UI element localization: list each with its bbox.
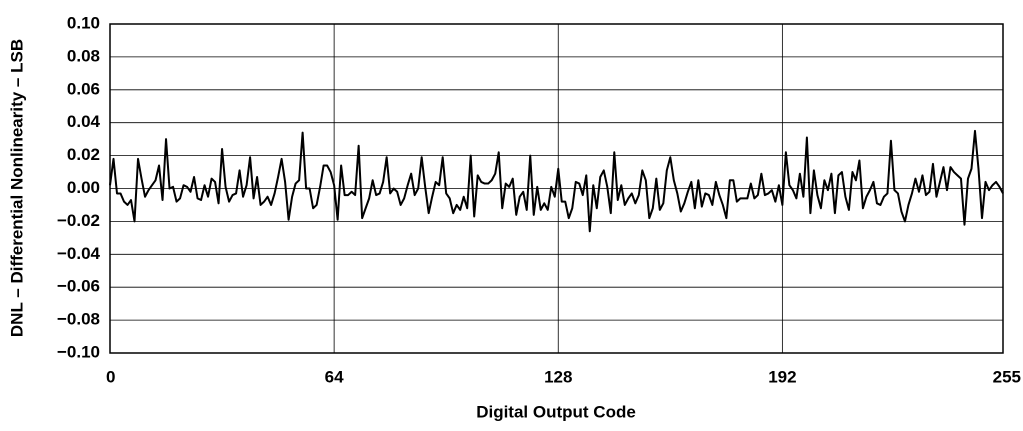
y-axis-label: DNL – Differential Nonlinearity – LSB (7, 39, 26, 337)
x-tick-label: 192 (768, 367, 796, 386)
y-tick-label: −0.08 (57, 310, 100, 329)
x-axis-label: Digital Output Code (476, 402, 636, 421)
y-tick-label: 0.02 (67, 145, 100, 164)
y-tick-label: 0.08 (67, 46, 100, 65)
x-tick-label: 64 (325, 367, 344, 386)
x-tick-label: 128 (544, 367, 572, 386)
x-tick-label: 0 (106, 367, 115, 386)
y-tick-label: 0.06 (67, 79, 100, 98)
y-tick-label: −0.10 (57, 342, 100, 361)
y-tick-label: 0.04 (67, 112, 101, 131)
y-tick-label: −0.06 (57, 277, 100, 296)
y-tick-label: 0.00 (67, 178, 100, 197)
plot-frame (109, 23, 1004, 354)
data-line (109, 129, 1004, 233)
y-tick-label: −0.02 (57, 211, 100, 230)
y-tick-label: −0.04 (57, 244, 101, 263)
y-tick-label: 0.10 (67, 13, 100, 32)
x-tick-label: 255 (993, 367, 1021, 386)
